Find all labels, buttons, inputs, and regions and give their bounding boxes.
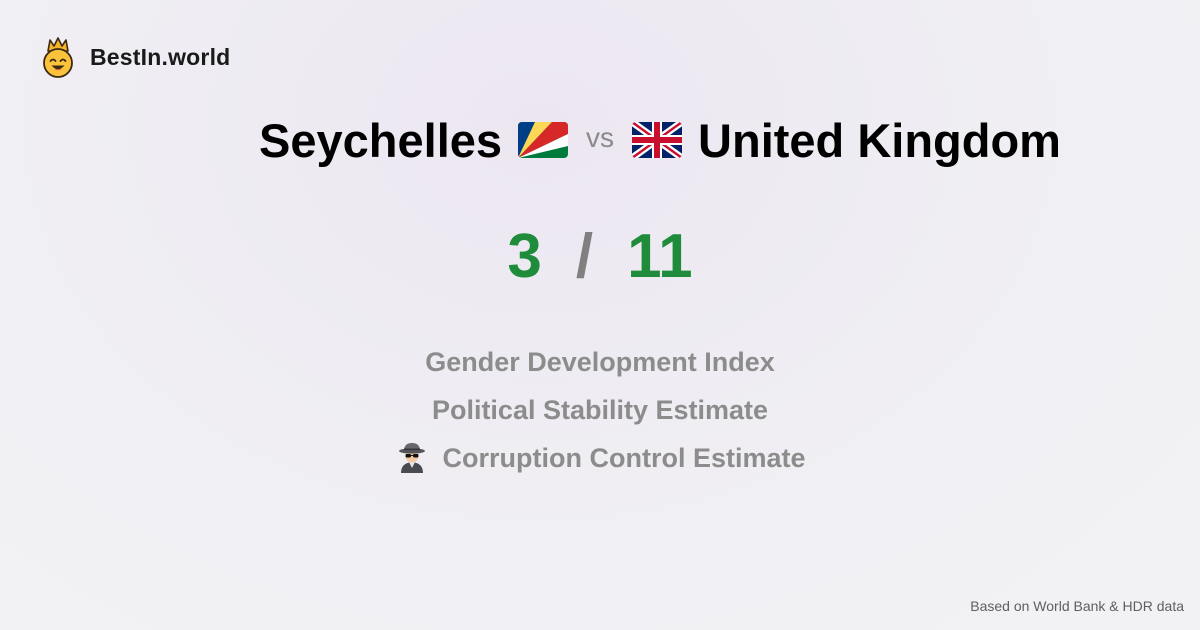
- right-country-name: United Kingdom: [698, 113, 1061, 167]
- metric-item: Political Stability Estimate: [432, 386, 768, 434]
- metric-label: Corruption Control Estimate: [442, 442, 806, 473]
- metric-list: Gender Development Index Political Stabi…: [0, 338, 1200, 482]
- data-source-note: Based on World Bank & HDR data: [970, 598, 1184, 614]
- metric-item: Corruption Control Estimate: [395, 434, 806, 482]
- brand-name: BestIn.world: [90, 43, 231, 70]
- score-separator: /: [575, 221, 594, 291]
- left-score: 3: [507, 221, 542, 291]
- comparison-title: Seychelles vs United Kingdom: [0, 108, 1200, 172]
- left-country-name: Seychelles: [259, 113, 503, 167]
- score: 3 / 11: [0, 220, 1200, 292]
- metric-label: Political Stability Estimate: [431, 394, 769, 425]
- vs-label: vs: [586, 122, 615, 153]
- seychelles-flag-icon: [518, 122, 569, 158]
- crowned-smiley-icon: [43, 37, 73, 78]
- metric-label: Gender Development Index: [425, 346, 775, 377]
- metric-item: Gender Development Index: [425, 338, 775, 386]
- right-score: 11: [627, 221, 693, 291]
- detective-icon: [398, 443, 425, 473]
- uk-flag-icon: [632, 122, 683, 158]
- brand[interactable]: BestIn.world: [40, 36, 230, 78]
